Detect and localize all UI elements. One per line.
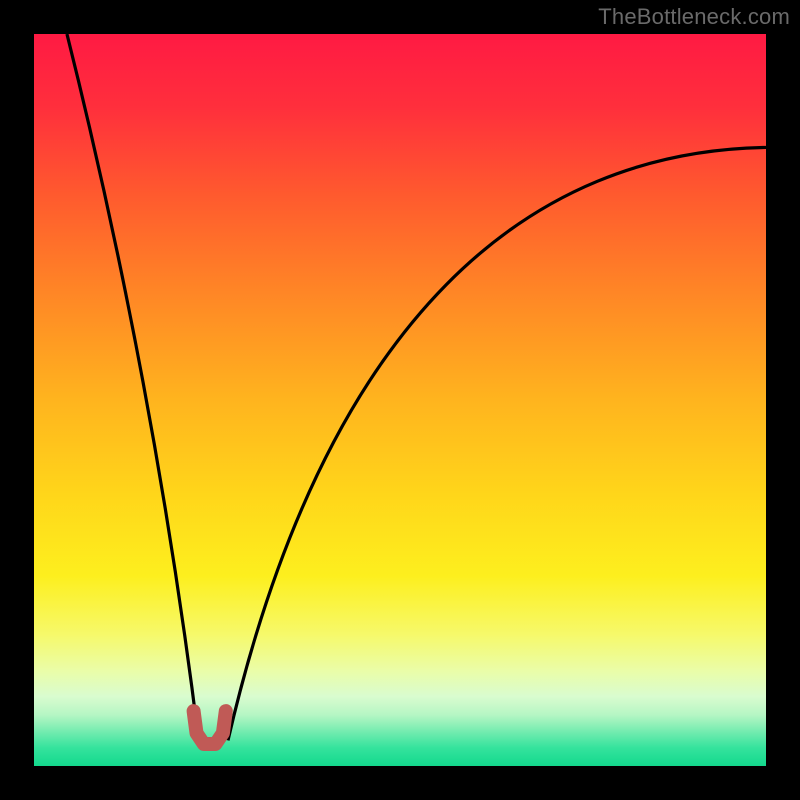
bottleneck-chart xyxy=(0,0,800,800)
stage: TheBottleneck.com xyxy=(0,0,800,800)
plot-background xyxy=(34,34,766,766)
watermark-text: TheBottleneck.com xyxy=(598,4,790,30)
